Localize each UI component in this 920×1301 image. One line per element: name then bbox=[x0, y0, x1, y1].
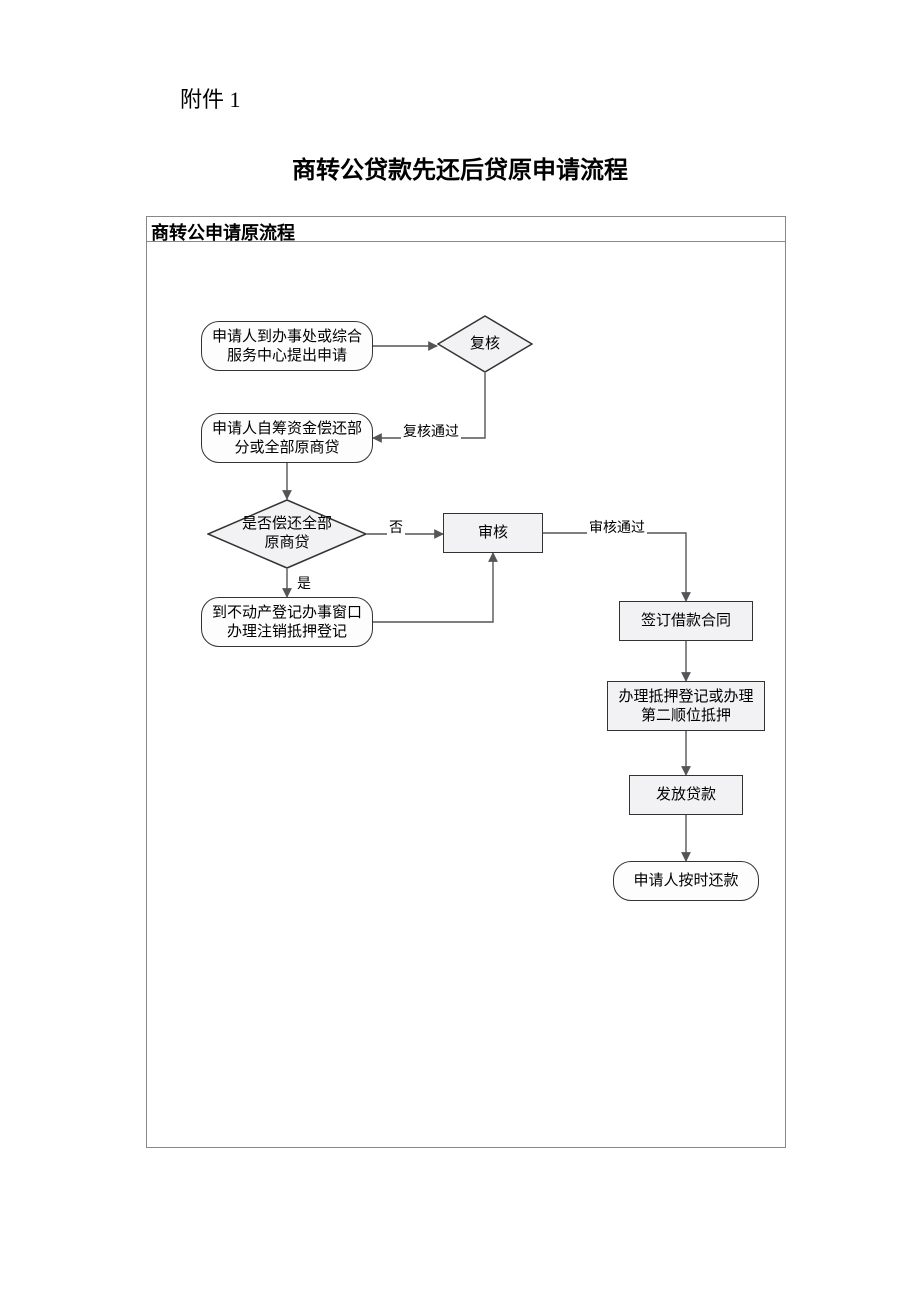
page-title: 商转公贷款先还后贷原申请流程 bbox=[0, 150, 920, 185]
flowchart-edge-label: 复核通过 bbox=[401, 421, 461, 441]
flowchart-node-n_repay: 申请人按时还款 bbox=[613, 861, 759, 901]
flowchart-edge-label: 是 bbox=[295, 573, 313, 593]
flowchart-edge-label: 否 bbox=[387, 517, 405, 537]
flowchart-node-label: 是否偿还全部 原商贷 bbox=[207, 499, 367, 569]
flowchart-node-n_selfpay: 申请人自筹资金偿还部分或全部原商贷 bbox=[201, 413, 373, 463]
flowchart-nodes-layer: 申请人到办事处或综合服务中心提出申请 复核申请人自筹资金偿还部分或全部原商贷是否偿… bbox=[147, 281, 785, 1143]
flowchart-edge-label: 审核通过 bbox=[587, 517, 647, 537]
flowchart-node-n_dereg: 到不动产登记办事窗口办理注销抵押登记 bbox=[201, 597, 373, 647]
flowchart-node-n_fullq: 是否偿还全部 原商贷 bbox=[207, 499, 367, 569]
flowchart-node-label: 复核 bbox=[437, 315, 533, 373]
flowchart-node-n_sign: 签订借款合同 bbox=[619, 601, 753, 641]
flowchart-node-n_mort: 办理抵押登记或办理第二顺位抵押 bbox=[607, 681, 765, 731]
flowchart-frame: 商转公申请原流程 申请人 公积金中心 公积金贷款银行 申请人到办事处或综合服务中… bbox=[146, 216, 786, 1148]
attachment-label: 附件 1 bbox=[180, 82, 241, 114]
page: 附件 1 商转公贷款先还后贷原申请流程 商转公申请原流程 申请人 公积金中心 公… bbox=[0, 0, 920, 1301]
flowchart-node-n_review: 复核 bbox=[437, 315, 533, 373]
flowchart-node-n_loan: 发放贷款 bbox=[629, 775, 743, 815]
flowchart-node-n_apply: 申请人到办事处或综合服务中心提出申请 bbox=[201, 321, 373, 371]
flowchart-node-n_audit: 审核 bbox=[443, 513, 543, 553]
